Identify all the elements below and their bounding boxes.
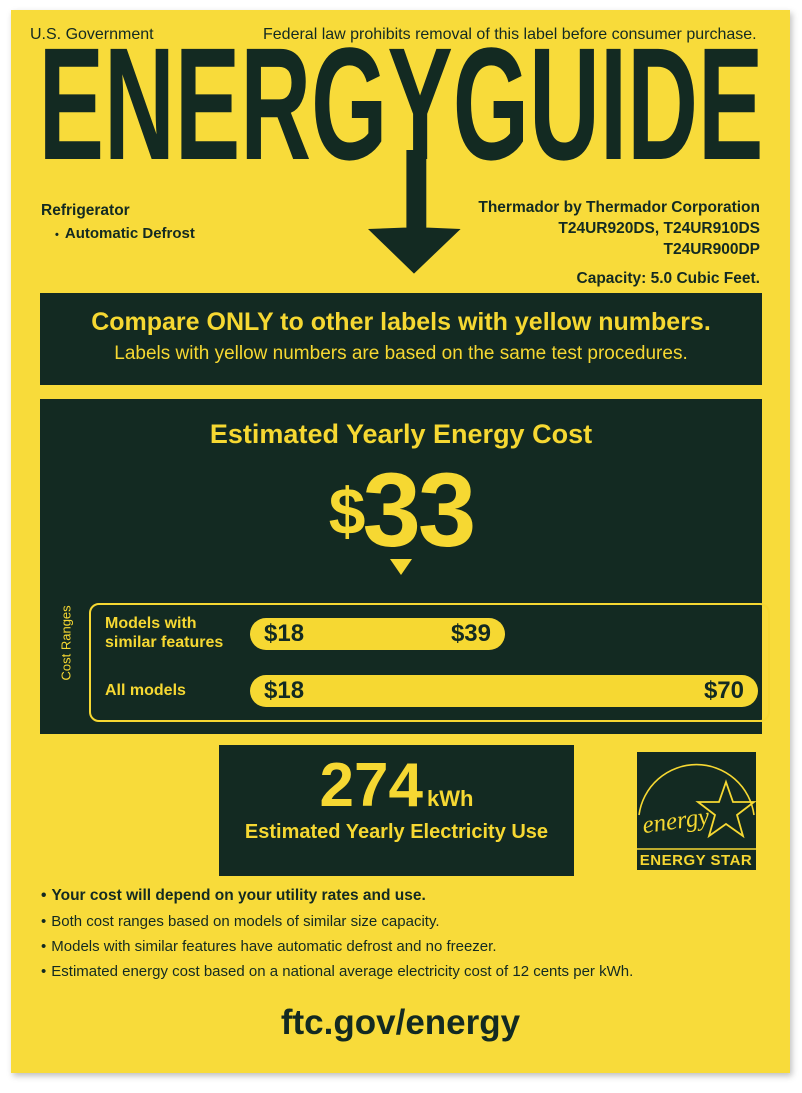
svg-text:ENERGY STAR: ENERGY STAR [640,852,752,869]
svg-text:energy: energy [641,803,712,839]
